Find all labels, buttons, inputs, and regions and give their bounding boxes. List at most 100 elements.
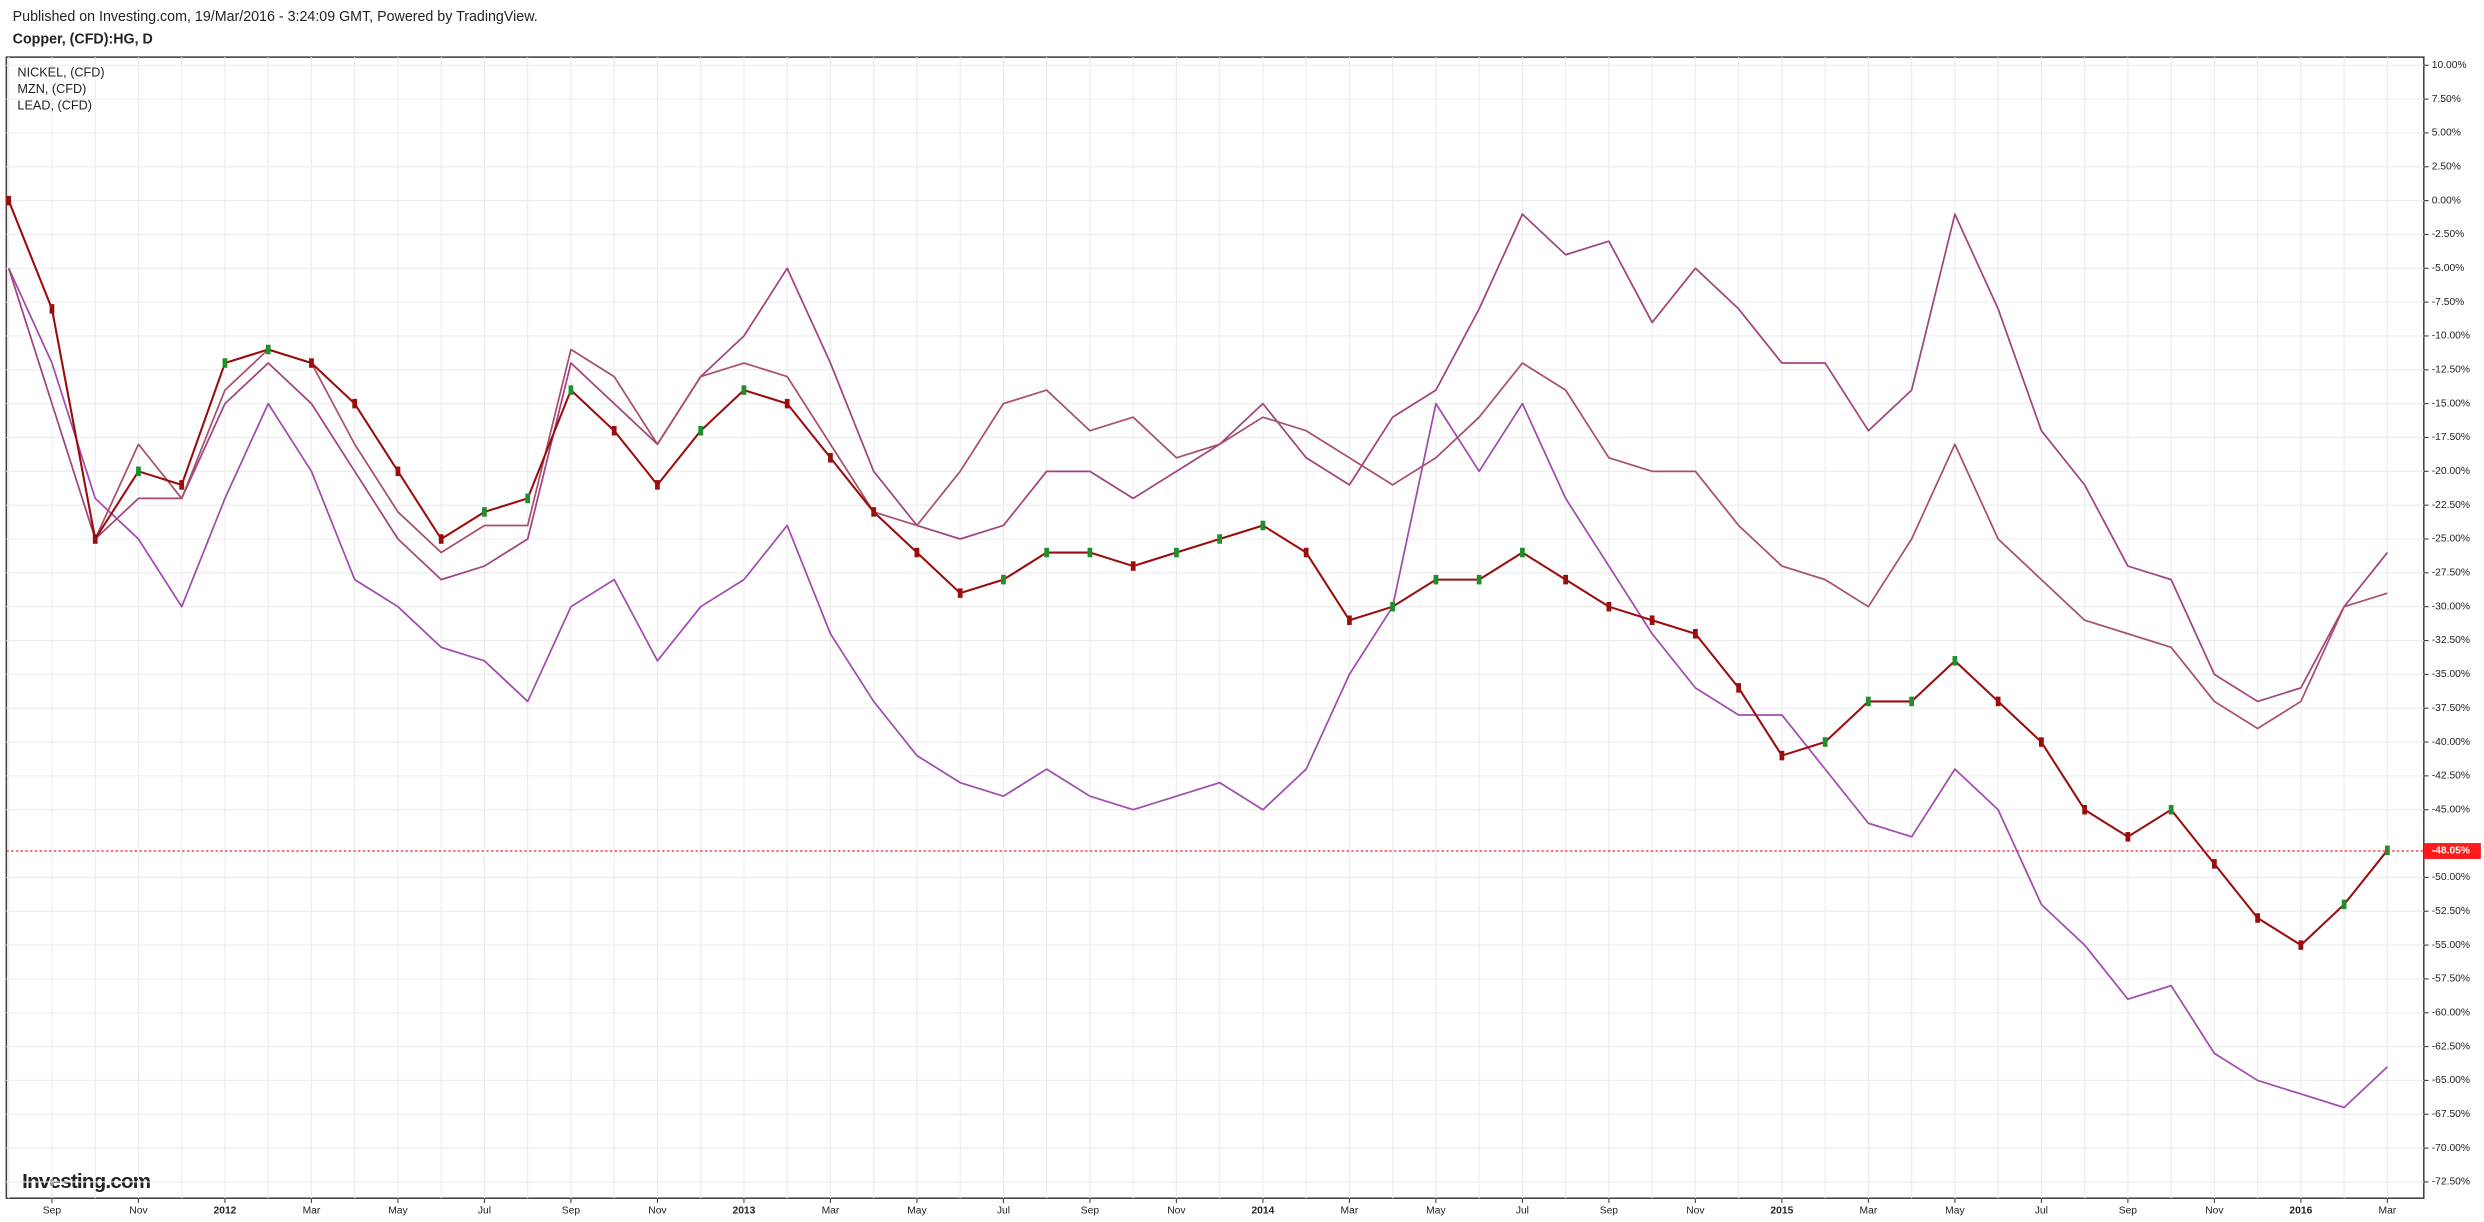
x-tick-label: Mar [1341,1206,1359,1217]
main-point [2384,845,2390,856]
main-point [957,588,963,598]
main-point [179,480,185,490]
x-tick-label: Jul [997,1206,1010,1217]
y-tick-label: -7.50% [2432,297,2465,308]
main-point [741,385,747,395]
x-tick-label: Nov [1167,1206,1186,1217]
x-tick-label: Sep [562,1206,581,1217]
main-point [222,358,228,368]
main-point [1174,547,1179,558]
main-point [828,453,833,463]
y-tick-label: -22.50% [2432,500,2470,511]
main-point [1693,628,1698,639]
main-point [1217,534,1223,544]
main-point [568,385,574,395]
main-point [1390,601,1396,612]
main-point [1520,547,1525,558]
y-tick-label: -60.00% [2432,1007,2470,1018]
main-point [49,304,55,314]
main-point [1044,547,1050,558]
main-point [309,358,314,368]
x-tick-label: Nov [129,1206,148,1217]
y-tick-label: -17.50% [2432,432,2470,443]
x-tick-label: 2014 [1251,1206,1274,1217]
main-point [1087,547,1093,558]
x-tick-label: May [1426,1206,1446,1217]
symbol-title: Copper, (CFD):HG, D [13,31,153,47]
main-point [6,195,12,206]
main-point [1779,750,1785,761]
plot-frame [5,56,2425,1199]
y-tick-label: 7.50% [2432,94,2461,105]
x-tick-label: Mar [303,1206,321,1217]
main-point [871,507,877,517]
main-point [482,507,487,517]
main-point [136,466,141,477]
x-tick-label: May [907,1206,927,1217]
x-tick-label: May [388,1206,408,1217]
main-point [2255,913,2260,923]
x-tick-label: Nov [2205,1206,2224,1217]
y-tick-label: -55.00% [2432,940,2470,951]
main-point [1130,561,1136,571]
main-point [1606,601,1612,612]
main-point [655,480,660,490]
y-tick-label: -57.50% [2432,974,2470,985]
watermark: Investing.com [22,1170,151,1193]
published-note: Published on Investing.com, 19/Mar/2016 … [13,9,538,25]
main-point [92,534,98,544]
main-point [1866,696,1871,707]
main-point [438,534,444,544]
y-tick-label: -45.00% [2432,804,2470,815]
x-tick-label: Jul [478,1206,491,1217]
x-tick-label: Sep [43,1206,62,1217]
main-point [914,547,920,558]
y-tick-label: -52.50% [2432,906,2470,917]
main-point [2211,859,2217,869]
x-tick-label: Sep [1081,1206,1100,1217]
y-tick-label: -12.50% [2432,365,2470,376]
legend-entry: LEAD, (CFD) [17,99,92,113]
main-point [395,466,401,477]
main-point [2039,737,2044,747]
main-line [7,200,2389,947]
legend-entry: MZN, (CFD) [17,82,86,96]
main-point [1736,683,1742,693]
main-point [1433,574,1439,585]
y-tick-label: -35.00% [2432,669,2470,680]
x-tick-label: Mar [1860,1206,1878,1217]
x-tick-label: 2012 [214,1206,237,1217]
y-tick-label: -10.00% [2432,331,2470,342]
y-tick-label: -65.00% [2432,1075,2470,1086]
main-point [1909,696,1915,707]
y-tick-label: -62.50% [2432,1041,2470,1052]
main-point [1347,615,1352,625]
y-tick-label: 5.00% [2432,128,2461,139]
y-tick-label: -70.00% [2432,1143,2470,1154]
main-point [2341,899,2347,910]
legend-entry: NICKEL, (CFD) [17,65,104,79]
main-point [2082,804,2088,815]
series-line [7,200,2388,730]
main-point [352,398,358,409]
main-point [1995,696,2001,707]
main-point [1476,574,1482,585]
main-point [2168,804,2174,815]
y-tick-label: -42.50% [2432,771,2470,782]
x-tick-label: 2016 [2289,1206,2312,1217]
main-point [611,425,617,436]
x-tick-label: 2015 [1770,1206,1793,1217]
x-tick-label: Jul [1516,1206,1529,1217]
series-line [7,213,2389,703]
last-value-box [2423,843,2481,859]
y-tick-label: -2.50% [2432,229,2465,240]
y-tick-label: 2.50% [2432,161,2461,172]
x-tick-label: Jul [2035,1206,2048,1217]
main-point [1001,574,1006,585]
y-tick-label: -37.50% [2432,703,2470,714]
last-value-label: -48.05% [2432,846,2470,857]
main-point [784,398,790,409]
main-point [698,425,704,436]
y-tick-label: 0.00% [2432,195,2461,206]
x-tick-label: Sep [1600,1206,1619,1217]
